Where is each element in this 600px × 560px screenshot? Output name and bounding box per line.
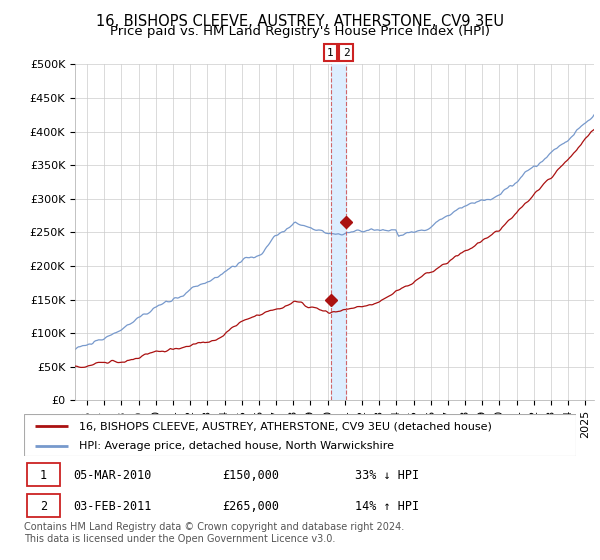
Text: £265,000: £265,000 <box>223 500 280 513</box>
Text: 16, BISHOPS CLEEVE, AUSTREY, ATHERSTONE, CV9 3EU: 16, BISHOPS CLEEVE, AUSTREY, ATHERSTONE,… <box>96 14 504 29</box>
Text: 03-FEB-2011: 03-FEB-2011 <box>74 500 152 513</box>
Text: 1: 1 <box>327 48 334 58</box>
Text: 05-MAR-2010: 05-MAR-2010 <box>74 469 152 482</box>
FancyBboxPatch shape <box>24 414 576 456</box>
FancyBboxPatch shape <box>27 463 60 486</box>
Text: £150,000: £150,000 <box>223 469 280 482</box>
Bar <box>331 64 346 400</box>
Text: 2: 2 <box>343 48 350 58</box>
Text: 14% ↑ HPI: 14% ↑ HPI <box>355 500 419 513</box>
Text: 1: 1 <box>40 469 47 482</box>
Text: 33% ↓ HPI: 33% ↓ HPI <box>355 469 419 482</box>
FancyBboxPatch shape <box>27 494 60 517</box>
Text: Contains HM Land Registry data © Crown copyright and database right 2024.
This d: Contains HM Land Registry data © Crown c… <box>24 522 404 544</box>
Text: Price paid vs. HM Land Registry's House Price Index (HPI): Price paid vs. HM Land Registry's House … <box>110 25 490 38</box>
Text: HPI: Average price, detached house, North Warwickshire: HPI: Average price, detached house, Nort… <box>79 441 394 451</box>
Text: 16, BISHOPS CLEEVE, AUSTREY, ATHERSTONE, CV9 3EU (detached house): 16, BISHOPS CLEEVE, AUSTREY, ATHERSTONE,… <box>79 421 492 431</box>
Text: 2: 2 <box>40 500 47 513</box>
